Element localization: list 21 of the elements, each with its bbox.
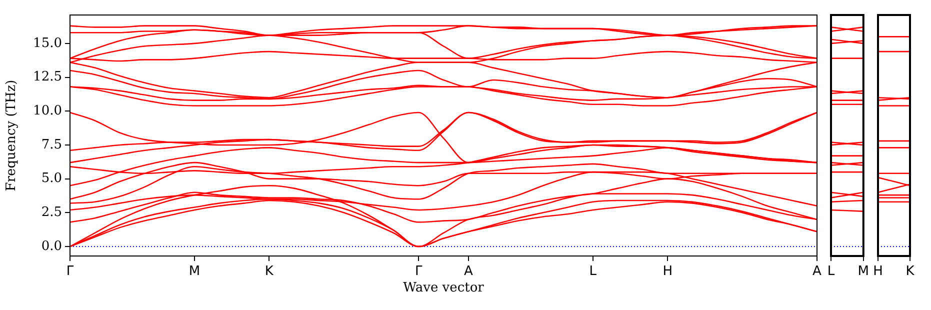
x-tick-label: H	[873, 264, 883, 280]
x-tick-label: Γ	[414, 264, 423, 280]
y-tick-label: 7.5	[41, 137, 62, 152]
y-tick-label: 0.0	[41, 238, 62, 254]
x-tick-label: M	[188, 264, 200, 280]
x-tick-label: K	[264, 264, 274, 280]
y-tick-label: 12.5	[33, 70, 62, 85]
x-tick-label: L	[589, 264, 598, 280]
y-tick-label: 5.0	[41, 171, 62, 186]
x-tick-label: A	[464, 264, 473, 280]
x-axis-title: Wave vector	[403, 280, 485, 296]
x-tick-label: M	[858, 264, 869, 280]
x-tick-label: Γ	[66, 264, 74, 280]
x-tick-label: H	[662, 264, 672, 280]
x-tick-label: L	[827, 264, 836, 280]
y-tick-label: 15.0	[33, 36, 62, 51]
x-tick-label: A	[812, 264, 822, 280]
y-tick-label: 10.0	[33, 104, 62, 119]
y-axis-title: Frequency (THz)	[4, 80, 20, 192]
y-tick-label: 2.5	[41, 205, 62, 220]
x-tick-label: K	[906, 264, 915, 280]
